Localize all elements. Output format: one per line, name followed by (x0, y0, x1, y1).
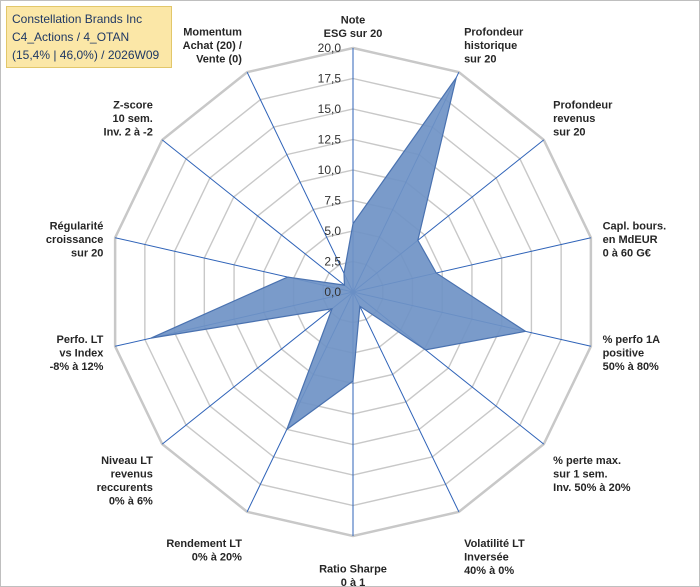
axis-label-6-line-1: % perte max. (553, 455, 621, 467)
axis-label-11: Perfo. LT vs Index -8% à 12% (50, 334, 105, 373)
chart-title-line-2: C4_Actions / 4_OTAN (12, 30, 130, 44)
axis-label-5: % perfo 1A positive 50% à 80% (603, 334, 661, 373)
axis-label-3-line-1: Profondeur (553, 99, 613, 111)
axis-spoke-7 (352, 291, 460, 513)
chart-title-line-3: (15,4% | 46,0%) / 2026W09 (12, 48, 160, 62)
axis-label-1: Note ESG sur 20 (324, 15, 383, 41)
axis-label-2: Profondeur historique sur 20 (464, 26, 524, 65)
axis-label-8-line-2: 0 à 1 (341, 577, 365, 587)
axis-label-10-line-4: 0% à 6% (109, 496, 153, 508)
axis-label-1-line-2: ESG sur 20 (324, 28, 383, 40)
axis-label-8-line-1: Ratio Sharpe (319, 564, 387, 576)
axis-label-2-line-2: historique (464, 40, 517, 52)
tick-label-3: 7,5 (324, 194, 341, 208)
axis-label-8: Ratio Sharpe 0 à 1 (319, 564, 387, 587)
axis-label-5-line-2: positive (603, 348, 645, 360)
axis-label-2-line-3: sur 20 (464, 53, 496, 65)
axis-label-4-line-1: Capl. bours. (603, 220, 667, 232)
axis-label-12-line-3: sur 20 (71, 247, 103, 259)
tick-label-7: 17,5 (318, 72, 342, 86)
axis-label-4-line-2: en MdEUR (603, 234, 658, 246)
axis-label-12: Régularité croissance sur 20 (46, 220, 103, 259)
series-polygon (150, 77, 528, 432)
axis-label-10-line-1: Niveau LT (101, 455, 153, 467)
axis-label-5-line-1: % perfo 1A (603, 334, 661, 346)
axis-label-3-line-3: sur 20 (553, 126, 585, 138)
chart-title-line-1: Constellation Brands Inc (12, 12, 143, 26)
tick-label-2: 5,0 (324, 224, 341, 238)
axis-label-3: Profondeur revenus sur 20 (553, 99, 613, 138)
tick-label-8: 20,0 (318, 41, 342, 55)
axis-label-14-line-1: Momentum (183, 26, 242, 38)
axis-label-7-line-3: 40% à 0% (464, 565, 514, 577)
axis-label-12-line-2: croissance (46, 234, 103, 246)
axis-label-6: % perte max. sur 1 sem. Inv. 50% à 20% (553, 455, 631, 494)
axis-label-14: Momentum Achat (20) / Vente (0) (183, 26, 243, 65)
axis-label-3-line-2: revenus (553, 113, 595, 125)
axis-label-11-line-3: -8% à 12% (50, 361, 104, 373)
tick-label-6: 15,0 (318, 102, 342, 116)
tick-label-1: 2,5 (324, 255, 341, 269)
axis-label-10: Niveau LT revenus reccurents 0% à 6% (97, 455, 154, 508)
axis-label-13: Z-score 10 sem. Inv. 2 à -2 (104, 99, 153, 138)
axis-label-9-line-1: Rendement LT (166, 538, 242, 550)
axis-label-2-line-1: Profondeur (464, 26, 524, 38)
axis-label-12-line-1: Régularité (50, 220, 104, 232)
axis-label-11-line-1: Perfo. LT (57, 334, 104, 346)
axis-spoke-10 (161, 291, 354, 445)
axis-label-13-line-1: Z-score (113, 99, 153, 111)
axis-label-10-line-2: revenus (111, 469, 153, 481)
data-series (150, 77, 528, 432)
axis-label-14-line-3: Vente (0) (196, 53, 242, 65)
axis-label-7: Volatilité LT Inversée 40% à 0% (464, 538, 525, 577)
axis-label-13-line-2: 10 sem. (112, 113, 152, 125)
axis-label-11-line-2: vs Index (59, 348, 104, 360)
axis-label-6-line-2: sur 1 sem. (553, 469, 607, 481)
chart-title-box: Constellation Brands Inc C4_Actions / 4_… (6, 6, 172, 68)
axis-label-7-line-2: Inversée (464, 552, 509, 564)
axis-labels: Note ESG sur 20 Profondeur historique sur 20… (46, 15, 666, 587)
axis-label-5-line-3: 50% à 80% (603, 361, 659, 373)
tick-label-0: 0,0 (324, 285, 341, 299)
axis-spoke-14 (246, 71, 354, 293)
axis-spoke-13 (161, 139, 354, 293)
axis-label-7-line-1: Volatilité LT (464, 538, 525, 550)
tick-labels: 0,0 2,5 5,0 7,5 10,0 12,5 15,0 17,5 20,0 (318, 41, 342, 299)
axis-label-4: Capl. bours. en MdEUR 0 à 60 G€ (603, 220, 667, 259)
axis-label-9-line-2: 0% à 20% (192, 552, 242, 564)
axis-label-14-line-2: Achat (20) / (183, 40, 242, 52)
axis-label-6-line-3: Inv. 50% à 20% (553, 482, 631, 494)
axis-label-9: Rendement LT 0% à 20% (166, 538, 242, 564)
tick-label-5: 12,5 (318, 133, 342, 147)
axis-label-4-line-3: 0 à 60 G€ (603, 247, 651, 259)
axis-label-10-line-3: reccurents (97, 482, 153, 494)
tick-label-4: 10,0 (318, 163, 342, 177)
axis-label-13-line-3: Inv. 2 à -2 (104, 126, 153, 138)
axis-label-1-line-1: Note (341, 15, 365, 27)
